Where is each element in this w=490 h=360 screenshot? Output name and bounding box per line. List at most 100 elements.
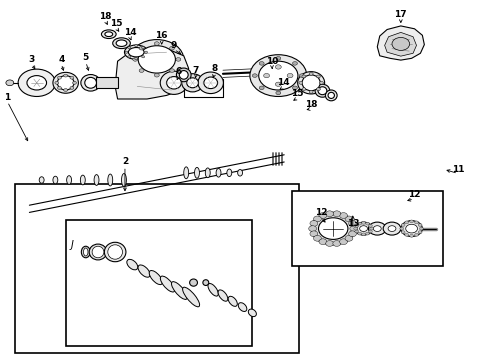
Circle shape [125,51,128,53]
Text: 5: 5 [83,53,89,62]
Circle shape [345,216,353,222]
Circle shape [354,227,358,230]
Circle shape [318,218,348,239]
Bar [292,191,443,266]
Circle shape [6,80,14,86]
Ellipse shape [149,270,162,285]
Text: 14: 14 [277,78,290,87]
Circle shape [135,45,138,47]
Ellipse shape [184,167,189,179]
Ellipse shape [315,84,330,97]
Circle shape [302,75,306,78]
Ellipse shape [302,75,320,91]
Circle shape [360,226,368,231]
Ellipse shape [248,309,256,316]
Circle shape [57,86,61,89]
Ellipse shape [128,48,144,57]
Circle shape [276,57,281,60]
Circle shape [410,220,414,223]
Ellipse shape [92,246,104,258]
Bar [66,220,252,346]
Circle shape [276,91,281,95]
Ellipse shape [198,72,223,94]
Circle shape [299,74,304,77]
Circle shape [311,212,355,245]
Circle shape [333,240,341,246]
Circle shape [138,46,175,73]
Ellipse shape [108,174,113,186]
Circle shape [400,227,404,230]
Circle shape [259,61,298,90]
Ellipse shape [89,244,107,260]
Text: 10: 10 [266,57,278,66]
Ellipse shape [195,167,199,178]
Circle shape [70,86,74,89]
Ellipse shape [105,32,113,36]
Text: 2: 2 [122,157,128,166]
Circle shape [64,74,68,77]
Circle shape [405,233,409,236]
Circle shape [405,221,409,224]
Circle shape [368,222,386,235]
Text: 3: 3 [29,55,35,64]
Circle shape [314,235,321,241]
Circle shape [355,222,372,235]
Circle shape [415,233,418,236]
Circle shape [128,56,131,58]
Ellipse shape [57,76,74,90]
Ellipse shape [203,280,209,285]
Circle shape [340,239,347,244]
Circle shape [309,72,313,75]
Circle shape [326,240,334,246]
Ellipse shape [124,45,148,59]
Ellipse shape [113,38,130,49]
Circle shape [309,226,317,231]
Circle shape [369,227,373,230]
Circle shape [366,232,369,235]
Ellipse shape [183,287,199,307]
Circle shape [264,73,270,78]
Circle shape [348,231,356,237]
Ellipse shape [39,177,44,183]
Circle shape [358,222,362,225]
Text: 14: 14 [123,28,136,37]
Text: J: J [71,240,74,250]
Ellipse shape [204,77,218,89]
Circle shape [142,56,145,58]
Circle shape [317,88,320,91]
Polygon shape [385,32,416,56]
Ellipse shape [116,40,127,46]
Text: 15: 15 [291,89,304,98]
Circle shape [406,224,417,233]
Ellipse shape [238,170,243,176]
Ellipse shape [160,276,175,292]
Ellipse shape [85,77,97,88]
Text: 4: 4 [58,55,65,64]
Text: 17: 17 [394,10,407,19]
Text: 7: 7 [193,66,199,75]
Circle shape [319,213,327,219]
Text: 12: 12 [315,208,327,217]
Circle shape [309,90,313,93]
Circle shape [340,213,347,219]
Text: 11: 11 [452,165,465,174]
Circle shape [293,62,297,65]
Ellipse shape [160,71,188,94]
Ellipse shape [218,290,228,301]
Ellipse shape [227,169,232,176]
Circle shape [142,46,145,49]
Ellipse shape [167,77,181,89]
Circle shape [419,227,423,230]
Ellipse shape [67,176,72,184]
Circle shape [333,211,341,217]
Circle shape [154,73,159,77]
Circle shape [368,224,372,227]
Ellipse shape [325,90,337,101]
Text: 9: 9 [171,40,177,49]
Text: 13: 13 [346,219,359,228]
Ellipse shape [81,75,100,91]
Ellipse shape [94,175,99,185]
Circle shape [130,40,184,79]
Circle shape [373,226,381,231]
Ellipse shape [187,78,198,88]
